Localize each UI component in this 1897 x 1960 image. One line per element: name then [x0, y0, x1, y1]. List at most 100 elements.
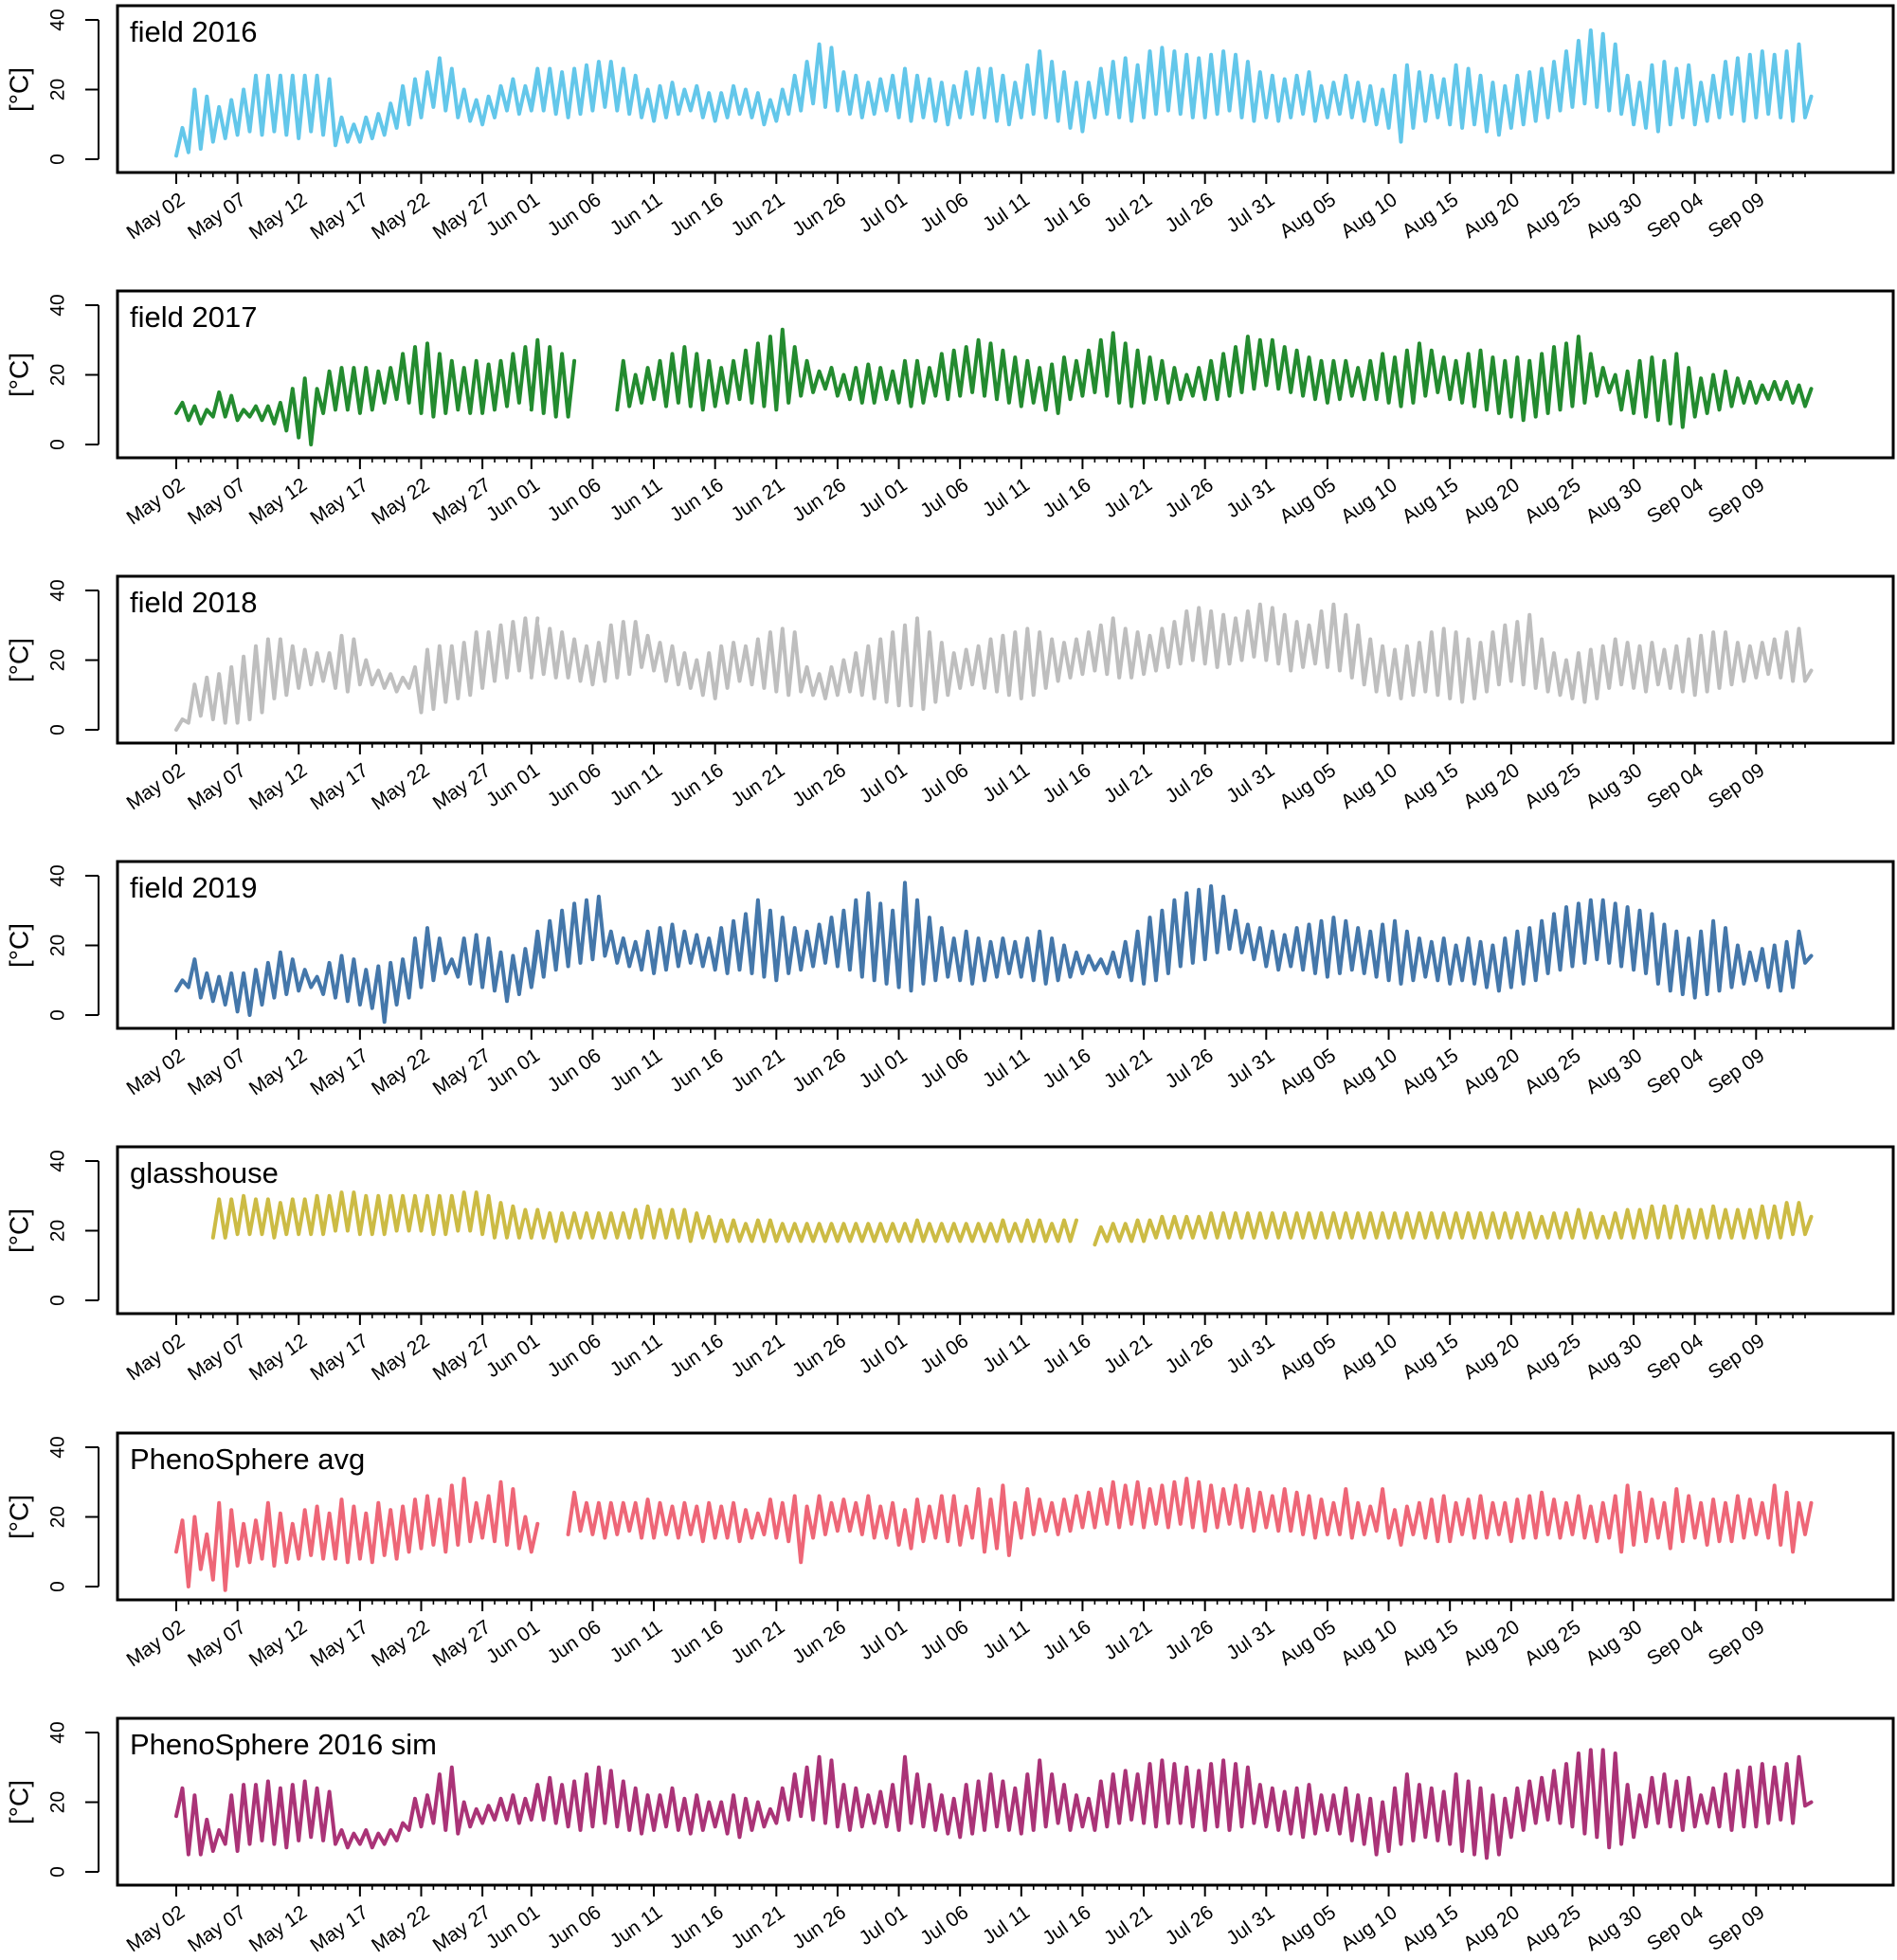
x-tick-label: Jun 11: [606, 1616, 667, 1667]
x-tick-label: Aug 10: [1337, 189, 1401, 243]
x-tick-label: Jun 01: [482, 1044, 544, 1097]
x-tick-label: Jul 11: [979, 1616, 1034, 1663]
y-tick-label: 0: [47, 439, 69, 450]
x-tick-label: Jul 31: [1222, 1901, 1278, 1950]
x-tick-label: Jun 06: [544, 759, 605, 811]
x-tick-label: Jul 11: [979, 189, 1034, 236]
x-tick-label: May 02: [123, 474, 190, 529]
x-tick-label: Jun 06: [544, 1330, 605, 1382]
y-tick-label: 40: [47, 9, 69, 30]
x-tick-label: Jul 21: [1100, 474, 1156, 522]
x-tick-label: Jul 11: [979, 1044, 1034, 1092]
x-tick-label: Aug 10: [1337, 759, 1401, 813]
x-tick-label: Sep 09: [1705, 474, 1769, 528]
x-tick-label: Jul 26: [1162, 1616, 1218, 1664]
x-tick-label: May 27: [429, 1901, 496, 1956]
y-tick-label: 0: [47, 1581, 69, 1592]
x-tick-label: Jun 16: [666, 189, 728, 241]
x-tick-label: May 17: [306, 1901, 372, 1956]
x-tick-label: Jul 06: [916, 189, 972, 237]
x-tick-label: Jul 16: [1039, 1044, 1094, 1093]
x-tick-label: Aug 30: [1581, 759, 1646, 813]
y-tick-label: 0: [47, 1009, 69, 1021]
x-tick-label: Aug 25: [1521, 1044, 1585, 1098]
x-tick-label: May 27: [429, 1616, 496, 1671]
x-tick-label: Jun 11: [606, 759, 667, 810]
x-tick-label: Aug 20: [1459, 474, 1524, 528]
x-tick-label: May 22: [368, 1044, 434, 1099]
temperature-series-line: [174, 28, 1814, 158]
x-tick-label: Aug 30: [1581, 1044, 1646, 1098]
x-tick-label: May 02: [123, 1330, 190, 1385]
x-tick-label: Jun 16: [666, 759, 728, 811]
x-tick-label: Sep 04: [1643, 759, 1707, 813]
y-tick-label: 0: [47, 154, 69, 165]
x-tick-label: Jun 11: [606, 189, 667, 240]
x-tick-label: Jul 26: [1162, 189, 1218, 237]
y-tick-label: 20: [47, 1506, 69, 1528]
x-tick-label: Jul 31: [1222, 759, 1278, 808]
temperature-series-line: [174, 1748, 1814, 1860]
x-tick-label: Jun 16: [666, 1901, 728, 1953]
x-tick-label: Aug 25: [1521, 474, 1585, 528]
x-tick-label: Jul 01: [856, 474, 912, 522]
x-tick-label: Jun 21: [728, 759, 789, 811]
x-tick-label: Sep 09: [1705, 1616, 1769, 1670]
x-tick-label: Jul 26: [1162, 1901, 1218, 1950]
y-tick-label: 0: [47, 724, 69, 735]
x-tick-label: Jun 26: [788, 1044, 850, 1097]
y-axis-label: [°C]: [4, 67, 33, 112]
x-tick-label: May 07: [184, 474, 250, 529]
x-tick-label: Sep 09: [1705, 1044, 1769, 1098]
x-tick-label: Jul 31: [1222, 1616, 1278, 1664]
x-tick-label: Jul 26: [1162, 474, 1218, 522]
x-tick-label: May 12: [245, 1901, 312, 1956]
y-axis-label: [°C]: [4, 638, 33, 682]
x-tick-label: Jun 06: [544, 1044, 605, 1097]
panel-title: field 2019: [130, 871, 257, 904]
x-tick-label: Aug 05: [1275, 1330, 1340, 1384]
x-tick-label: Jul 16: [1039, 474, 1094, 522]
x-tick-label: Aug 25: [1521, 1330, 1585, 1384]
x-tick-label: Jul 31: [1222, 1044, 1278, 1093]
x-tick-label: Jul 06: [916, 759, 972, 808]
x-tick-label: Jun 11: [606, 474, 667, 525]
x-tick-label: May 02: [123, 1044, 190, 1099]
x-tick-label: May 17: [306, 189, 372, 244]
x-tick-label: May 27: [429, 759, 496, 814]
x-tick-label: Jun 16: [666, 1330, 728, 1382]
x-tick-label: Jul 21: [1100, 1901, 1156, 1950]
x-tick-label: Aug 15: [1399, 474, 1463, 528]
x-tick-label: May 02: [123, 1616, 190, 1671]
x-tick-label: Jun 01: [482, 474, 544, 526]
x-tick-label: Jul 01: [856, 1330, 912, 1378]
y-axis-label: [°C]: [4, 1780, 33, 1824]
y-tick-label: 40: [47, 1436, 69, 1458]
x-tick-label: Jul 01: [856, 1901, 912, 1950]
x-tick-label: Jun 26: [788, 1901, 850, 1953]
temperature-series-line: [174, 327, 1814, 446]
x-tick-label: May 27: [429, 1330, 496, 1385]
x-tick-label: Jun 16: [666, 1044, 728, 1097]
x-tick-label: May 02: [123, 189, 190, 244]
y-tick-label: 0: [47, 1295, 69, 1306]
x-tick-label: Aug 25: [1521, 1901, 1585, 1955]
x-tick-label: Jun 21: [728, 474, 789, 526]
x-tick-label: Jul 11: [979, 759, 1034, 807]
x-tick-label: May 22: [368, 189, 434, 244]
x-tick-label: May 22: [368, 474, 434, 529]
y-tick-label: 20: [47, 79, 69, 100]
x-tick-label: May 17: [306, 1044, 372, 1099]
x-tick-label: Jul 16: [1039, 1330, 1094, 1378]
x-tick-label: Jun 06: [544, 189, 605, 241]
x-tick-label: Jul 26: [1162, 759, 1218, 808]
x-tick-label: Jul 21: [1100, 1330, 1156, 1378]
temperature-series-line: [174, 602, 1814, 732]
x-tick-label: Jul 01: [856, 189, 912, 237]
x-tick-label: May 22: [368, 759, 434, 814]
x-tick-label: Jul 16: [1039, 189, 1094, 237]
